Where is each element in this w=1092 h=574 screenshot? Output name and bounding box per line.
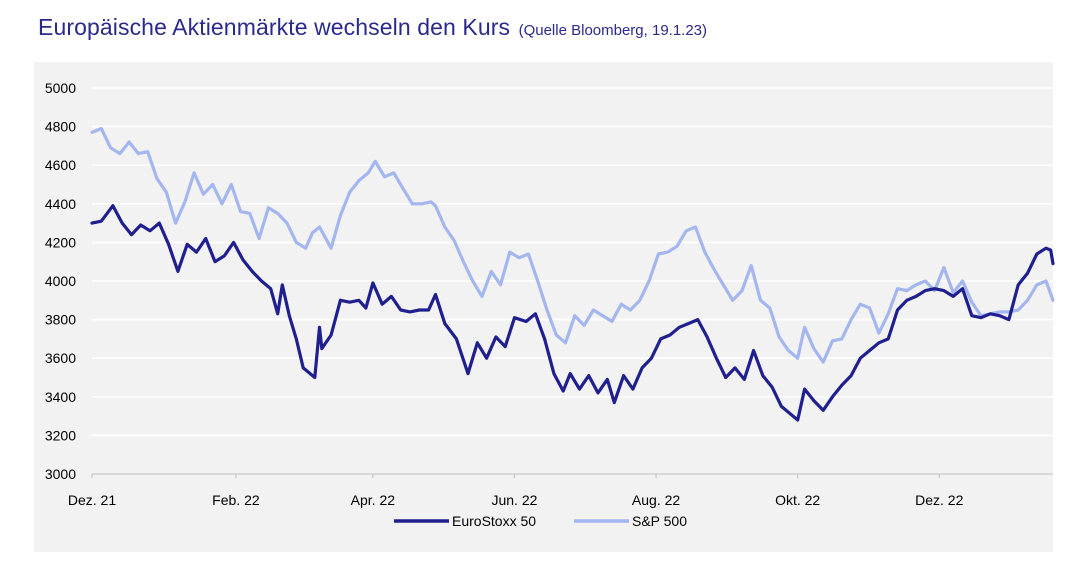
y-tick-label: 3000: [45, 466, 76, 482]
y-tick-label: 4800: [45, 119, 76, 135]
series-line-sp-500: [90, 126, 1055, 364]
y-tick-label: 3200: [45, 427, 76, 443]
y-tick-label: 4000: [45, 273, 76, 289]
chart-title-row: Europäische Aktienmärkte wechseln den Ku…: [38, 14, 707, 41]
x-tick-label: Okt. 22: [775, 492, 820, 508]
y-axis-ticks: 3000 3200 3400 3600 3800 4000 4200 4400 4600 4800…: [45, 80, 76, 482]
x-tick-label: Jun. 22: [491, 492, 537, 508]
chart-area: [34, 62, 1053, 552]
x-axis-ticks: Dez. 21 Feb. 22 Apr. 22 Jun. 22 Aug. 22 Okt. …: [68, 474, 964, 508]
y-tick-label: 3800: [45, 312, 76, 328]
x-tick-label: Aug. 22: [632, 492, 680, 508]
series-line-eurostoxx-50: [90, 204, 1055, 422]
legend: EuroStoxx 50 S&P 500: [394, 513, 687, 529]
x-tick-label: Dez. 21: [68, 492, 116, 508]
series-lines: [90, 126, 1055, 422]
x-tick-label: Dez. 22: [915, 492, 963, 508]
gridlines: [92, 87, 1053, 475]
y-tick-label: 5000: [45, 80, 76, 96]
chart-source-note: (Quelle Bloomberg, 19.1.23): [518, 22, 708, 39]
x-tick-label: Apr. 22: [351, 492, 396, 508]
legend-label-sp-500: S&P 500: [632, 513, 687, 529]
chart-title: Europäische Aktienmärkte wechseln den Ku…: [38, 14, 511, 40]
legend-label-eurostoxx-50: EuroStoxx 50: [452, 513, 536, 529]
y-tick-label: 4600: [45, 157, 76, 173]
x-tick-label: Feb. 22: [212, 492, 260, 508]
y-tick-label: 3600: [45, 350, 76, 366]
y-tick-label: 4400: [45, 196, 76, 212]
y-tick-label: 3400: [45, 389, 76, 405]
y-tick-label: 4200: [45, 234, 76, 250]
